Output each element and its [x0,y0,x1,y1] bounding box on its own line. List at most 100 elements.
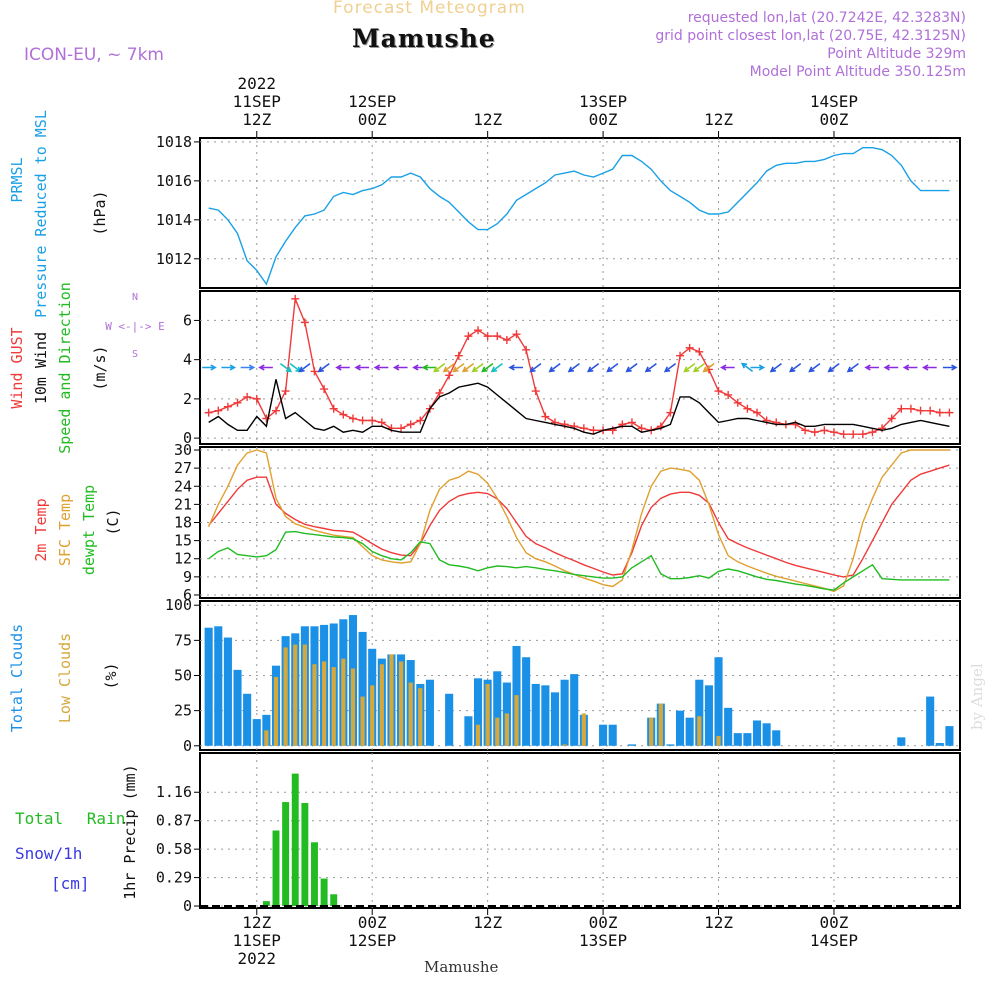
gust-label: Wind GUST [8,327,26,408]
bar-rain [320,878,328,907]
panel-frame-precip [199,752,961,909]
bar-low-clouds [418,688,423,746]
bar-total-clouds [695,679,704,746]
bar-total-clouds [743,733,752,746]
bar-low-clouds [293,644,298,746]
wind-arrow [433,362,446,373]
bar-total-clouds [243,693,252,746]
gust-marker [926,406,935,415]
bar-total-clouds [772,730,781,746]
bar-low-clouds [273,676,279,746]
gust-marker [502,336,511,345]
wind-arrow [883,364,899,371]
wind-arrow [586,362,600,373]
gust-marker [435,389,444,397]
pressure-unit: (hPa) [91,190,109,235]
bar-rain [282,802,290,907]
gust-marker [820,426,829,435]
x-tick-label-top: 00Z [358,110,387,129]
series-sfc-temp [208,449,950,593]
wind-arrow [354,364,370,371]
y-tick-label: 9 [183,568,192,586]
bar-total-clouds [926,696,935,746]
wind-arrow [788,362,802,373]
gust-marker [945,408,954,417]
bar-low-clouds [321,661,327,746]
bar-total-clouds [473,678,483,746]
y-tick-label: 50 [174,667,192,685]
x-tick-label-bottom: 00Z [820,913,849,932]
y-tick-label: 100 [165,596,192,614]
bar-low-clouds [495,717,500,746]
series-wind-gust [208,298,950,435]
y-tick-label: 21 [174,495,192,513]
wind-arrow [279,362,293,373]
bar-total-clouds [493,671,502,746]
y-tick-label: 6 [183,586,192,604]
x-tick-label-bottom: 12Z [242,913,271,932]
t2m-label: 2m Temp [32,498,50,561]
bar-total-clouds [762,723,771,746]
x-tick-label-top: 12Z [473,110,502,129]
bar-low-clouds [312,664,317,746]
bar-total-clouds [522,657,531,746]
gust-marker [358,416,367,425]
wind-arrow [625,362,638,373]
gust-marker [531,387,540,396]
x-tick-label-top: 12SEP [348,92,396,111]
bar-total-clouds [541,685,550,746]
gust-marker [406,420,415,429]
y-tick-label: 6 [183,311,192,329]
y-tick-label: 0.58 [156,840,192,858]
wind-arrow [317,362,330,373]
gust-marker [262,414,271,423]
x-tick-label-bottom: 14SEP [810,931,858,950]
bar-total-clouds [214,626,223,746]
wind-arrow [922,364,937,371]
total-rain-label: Total Rain [15,809,125,828]
compass-west-east: W <-|-> E [105,320,165,333]
gust-marker [743,404,752,413]
gust-marker [829,428,838,437]
total-clouds-label: Total Clouds [8,624,26,732]
model-altitude: Model Point Altitude 350.125m [749,64,966,80]
x-tick-label-top: 00Z [820,110,849,129]
bar-total-clouds [233,669,242,746]
bar-low-clouds [360,696,365,746]
gust-marker [348,414,357,423]
speed-direction-label: Speed and Direction [56,282,74,454]
snow-unit-label: [cm] [51,874,90,893]
y-tick-label: 1014 [156,211,192,229]
bar-total-clouds [608,724,617,746]
gust-marker [858,430,867,439]
series-10m-wind [208,379,950,435]
gust-marker [868,428,877,437]
wind-arrow [864,364,879,371]
y-tick-label: 24 [174,477,192,495]
gust-marker [560,420,569,429]
bar-total-clouds [599,724,608,746]
gust-marker [676,351,685,360]
y-tick-label: 1016 [156,172,192,190]
bar-total-clouds [570,674,579,746]
bar-total-clouds [733,733,742,746]
gust-marker [541,412,550,421]
y-tick-label: 12 [174,550,192,568]
gust-marker [339,410,348,419]
wind-arrow [692,362,705,373]
bar-low-clouds [649,717,654,746]
gust-marker [272,406,280,415]
gust-marker [483,332,492,341]
gust-marker [887,414,896,423]
gust-marker [474,326,483,335]
x-tick-label-bottom: 12Z [473,913,502,932]
wind-unit: (m/s) [91,345,109,390]
bar-low-clouds [504,713,510,746]
y-tick-label: 15 [174,532,192,550]
gust-marker [935,408,944,417]
temp-unit: (C) [104,508,122,535]
wind-arrow [750,364,766,371]
wind-arrow [221,364,237,371]
bar-total-clouds [685,717,694,746]
bar-total-clouds [358,631,367,746]
